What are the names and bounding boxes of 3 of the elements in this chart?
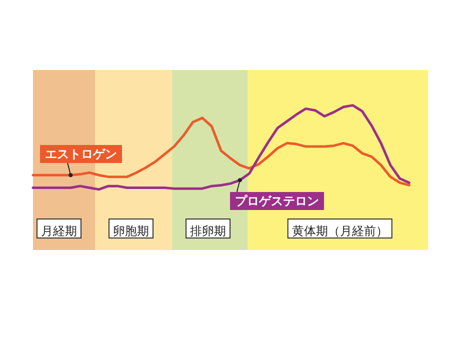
text: 排卵期 — [190, 224, 226, 238]
legend-label: プロゲステロン — [235, 194, 319, 208]
series-label: エストロゲン — [45, 147, 117, 161]
